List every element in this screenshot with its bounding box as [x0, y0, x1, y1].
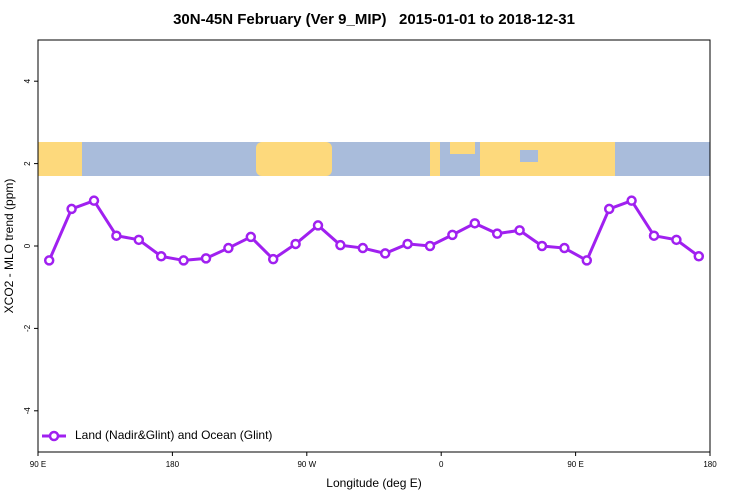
- plot-frame: [37, 39, 711, 453]
- x-tick-label: 90 W: [297, 460, 316, 469]
- point: [290, 238, 301, 250]
- point: [357, 242, 369, 254]
- y-axis-label: XCO2 - MLO trend (ppm): [2, 179, 16, 314]
- point: [559, 242, 570, 254]
- point: [379, 248, 391, 259]
- x-tick-label: 0: [439, 460, 444, 469]
- point: [514, 225, 525, 236]
- point: [402, 238, 413, 250]
- y-tick-label: 4: [23, 78, 32, 83]
- point: [312, 220, 324, 231]
- point: [200, 253, 212, 264]
- point: [267, 253, 279, 265]
- point: [245, 231, 257, 243]
- chart-title: 30N-45N February (Ver 9_MIP) 2015-01-01 …: [173, 11, 575, 28]
- point: [43, 255, 55, 266]
- point: [603, 203, 615, 215]
- x-tick-label: 90 E: [567, 460, 583, 469]
- point: [648, 230, 660, 241]
- legend-marker: [48, 430, 60, 442]
- point: [671, 234, 682, 246]
- point: [536, 240, 548, 252]
- point: [133, 234, 145, 246]
- x-tick-label: 180: [166, 460, 180, 469]
- x-tick-label: 90 E: [30, 460, 46, 469]
- point: [491, 228, 503, 239]
- point: [469, 218, 481, 229]
- map-band: [38, 142, 710, 176]
- y-tick-label: -4: [23, 407, 32, 415]
- series-line: [47, 198, 700, 263]
- point: [447, 229, 458, 241]
- y-tick-label: 2: [23, 161, 32, 166]
- x-tick-label: 180: [703, 460, 717, 469]
- point: [424, 240, 436, 252]
- point: [111, 230, 122, 241]
- point: [581, 255, 593, 266]
- point: [66, 203, 77, 215]
- point: [693, 251, 705, 262]
- point: [155, 251, 167, 262]
- point: [88, 195, 100, 206]
- point: [335, 239, 346, 251]
- point: [223, 242, 234, 254]
- y-tick-label: 0: [23, 243, 32, 248]
- legend-label: Land (Nadir&Glint) and Ocean (Glint): [75, 428, 272, 442]
- point: [178, 255, 189, 266]
- point: [626, 195, 637, 206]
- y-tick-label: -2: [23, 324, 32, 332]
- x-axis-label: Longitude (deg E): [326, 476, 421, 490]
